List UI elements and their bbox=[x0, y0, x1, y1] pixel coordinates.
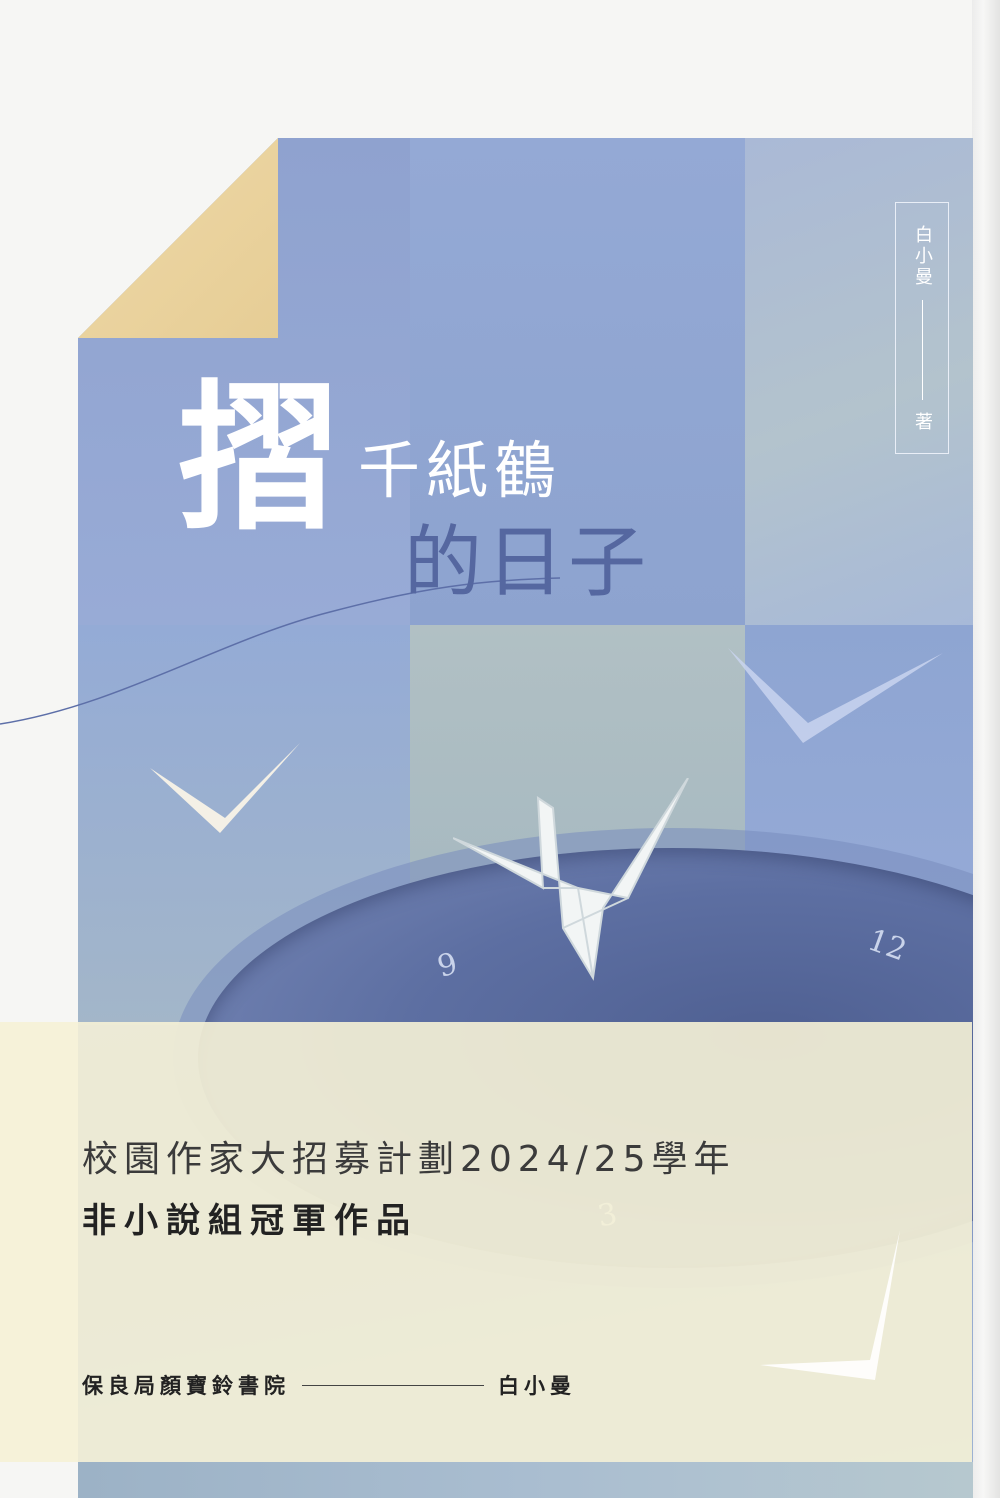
cover-bottom-strip bbox=[78, 1462, 973, 1498]
author-divider bbox=[921, 300, 923, 400]
award-title: 非小說組冠軍作品 bbox=[82, 1201, 418, 1241]
title-line-2: 的日子 bbox=[404, 518, 651, 608]
title-line-1: 千紙鶴 bbox=[358, 434, 563, 507]
school-name: 保良局顏寶鈴書院 bbox=[82, 1374, 290, 1398]
title-main-char: 摺 bbox=[178, 364, 339, 552]
origami-crane-icon bbox=[453, 778, 689, 981]
author-vertical-name: 白小曼 bbox=[912, 225, 933, 288]
art-tile bbox=[410, 138, 745, 625]
award-banner bbox=[0, 1022, 972, 1462]
paper-bird-icon bbox=[760, 1230, 900, 1380]
credit-row: 保良局顏寶鈴書院 白小曼 bbox=[82, 1370, 576, 1400]
credit-divider bbox=[302, 1384, 484, 1386]
author-suffix: 著 bbox=[912, 412, 933, 433]
cover-artwork: 9 12 3 bbox=[78, 138, 973, 1498]
program-title: 校園作家大招募計劃2024/25學年 bbox=[82, 1139, 736, 1180]
paper-bird-icon bbox=[728, 648, 943, 743]
author-name: 白小曼 bbox=[498, 1374, 576, 1398]
book-spine-edge bbox=[972, 0, 1000, 1498]
vertical-author-box: 白小曼 著 bbox=[895, 202, 949, 454]
art-tile bbox=[745, 138, 973, 625]
paper-bird-icon bbox=[150, 743, 300, 833]
